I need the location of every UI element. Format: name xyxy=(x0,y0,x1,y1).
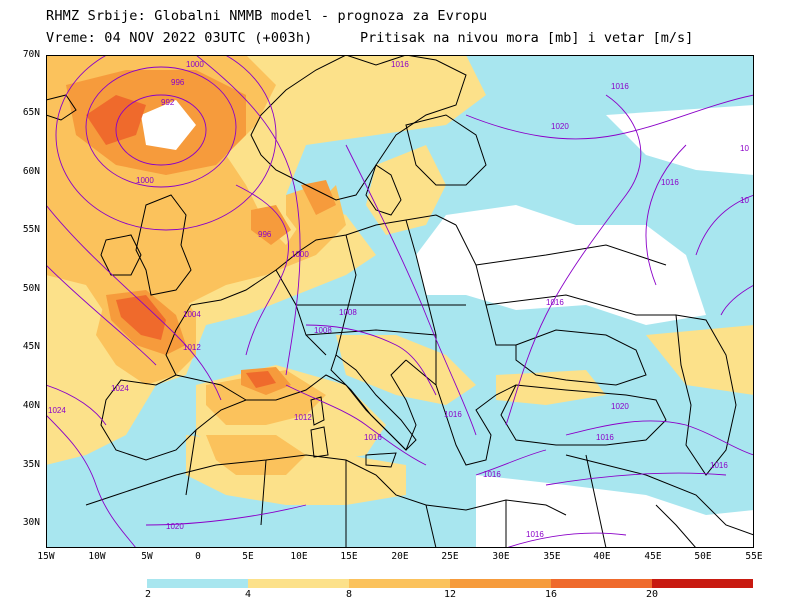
colorbar-label: 4 xyxy=(244,589,252,600)
lon-label: 10W xyxy=(88,551,106,562)
lon-label: 45E xyxy=(644,551,662,562)
colorbar-label: 12 xyxy=(443,589,457,600)
colorbar-segment xyxy=(147,579,248,588)
isobar-label: 1016 xyxy=(546,298,564,307)
lon-label: 40E xyxy=(593,551,611,562)
isobar-label: 1012 xyxy=(183,343,201,352)
isobar-label: 1008 xyxy=(314,326,332,335)
coastlines-and-borders xyxy=(46,55,754,548)
isobars xyxy=(46,55,754,548)
lat-label: 40N xyxy=(22,400,40,411)
isobar-label: 1016 xyxy=(444,410,462,419)
colorbar-label: 8 xyxy=(345,589,353,600)
valid-time: Vreme: 04 NOV 2022 03UTC (+003h) xyxy=(46,30,313,46)
isobar-label: 1024 xyxy=(48,406,66,415)
lon-label: 30E xyxy=(492,551,510,562)
isobar-label: 1000 xyxy=(291,250,309,259)
lon-label: 0 xyxy=(195,551,201,562)
isobar-label: 992 xyxy=(161,98,175,107)
lon-label: 15W xyxy=(37,551,55,562)
isobar-label: 1008 xyxy=(339,308,357,317)
colorbar-label: 2 xyxy=(144,589,152,600)
lon-label: 15E xyxy=(340,551,358,562)
isobar-label: 10 xyxy=(740,144,749,153)
colorbar-label: 20 xyxy=(645,589,659,600)
lon-label: 5W xyxy=(141,551,153,562)
lon-label: 35E xyxy=(543,551,561,562)
isobar-label: 1016 xyxy=(710,461,728,470)
lat-label: 35N xyxy=(22,459,40,470)
lat-label: 45N xyxy=(22,341,40,352)
isobar-label: 1004 xyxy=(183,310,201,319)
lon-label: 55E xyxy=(745,551,763,562)
lon-label: 5E xyxy=(242,551,254,562)
colorbar-segment xyxy=(652,579,753,588)
lat-label: 70N xyxy=(22,49,40,60)
lat-label: 60N xyxy=(22,166,40,177)
lon-label: 50E xyxy=(694,551,712,562)
isobar-label: 1016 xyxy=(364,433,382,442)
isobar-labels: 1000 996 992 1000 996 1000 1004 1012 100… xyxy=(48,60,749,539)
isobar-label: 1016 xyxy=(526,530,544,539)
isobar-label: 1016 xyxy=(391,60,409,69)
isobar-label: 1016 xyxy=(596,433,614,442)
isobar-label: 10 xyxy=(740,196,749,205)
colorbar-label: 16 xyxy=(544,589,558,600)
wind-shading xyxy=(46,55,754,548)
isobar-label: 1000 xyxy=(136,176,154,185)
map-title: RHMZ Srbije: Globalni NMMB model - progn… xyxy=(46,8,488,24)
isobar-label: 1000 xyxy=(186,60,204,69)
weather-map: 1000 996 992 1000 996 1000 1004 1012 100… xyxy=(46,55,754,548)
map-frame xyxy=(46,55,754,548)
map-subtitle: Pritisak na nivou mora [mb] i vetar [m/s… xyxy=(360,30,694,46)
lat-label: 65N xyxy=(22,107,40,118)
isobar-label: 1016 xyxy=(611,82,629,91)
isobar-label: 1020 xyxy=(551,122,569,131)
lat-label: 50N xyxy=(22,283,40,294)
lat-label: 30N xyxy=(22,517,40,528)
isobar-label: 1012 xyxy=(294,413,312,422)
lon-label: 10E xyxy=(290,551,308,562)
isobar-label: 1020 xyxy=(611,402,629,411)
lon-label: 20E xyxy=(391,551,409,562)
isobar-label: 996 xyxy=(171,78,185,87)
isobar-label: 996 xyxy=(258,230,272,239)
isobar-label: 1016 xyxy=(661,178,679,187)
isobar-label: 1024 xyxy=(111,384,129,393)
lon-label: 25E xyxy=(441,551,459,562)
colorbar-segment xyxy=(450,579,551,588)
lat-label: 55N xyxy=(22,224,40,235)
isobar-label: 1016 xyxy=(483,470,501,479)
isobar-label: 1020 xyxy=(166,522,184,531)
colorbar-segment xyxy=(349,579,450,588)
colorbar-segment xyxy=(248,579,349,588)
colorbar-segment xyxy=(551,579,652,588)
